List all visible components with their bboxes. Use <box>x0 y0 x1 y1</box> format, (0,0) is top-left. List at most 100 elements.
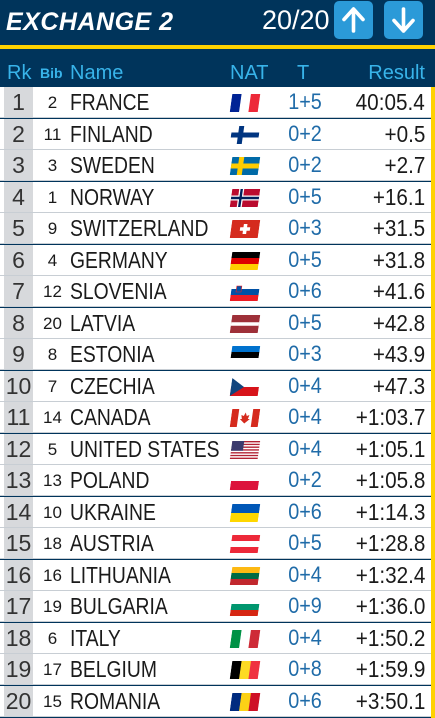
rank-cell: 1 <box>4 87 33 117</box>
column-header-t: T <box>297 62 310 84</box>
flag-icon <box>229 535 261 553</box>
flag-icon <box>229 283 261 301</box>
page-down-button[interactable] <box>384 1 423 39</box>
result-cell: +1:05.8 <box>355 467 425 493</box>
country-name: ITALY <box>70 624 121 651</box>
result-cell: +1:14.3 <box>355 498 425 525</box>
rank-cell: 6 <box>4 244 33 275</box>
flag-icon <box>229 94 261 112</box>
bib-cell: 19 <box>43 597 62 616</box>
penalty-cell: 0+4 <box>288 404 322 429</box>
rank-cell: 4 <box>4 181 33 212</box>
country-name: AUSTRIA <box>70 530 154 556</box>
bib-cell: 6 <box>47 628 58 648</box>
flag-icon <box>229 692 261 711</box>
country-name: FINLAND <box>70 120 153 147</box>
table-row: 13 13 POLAND 0+2 +1:05.8 <box>0 465 431 496</box>
table-row: 10 7 CZECHIA 0+4 +47.3 <box>0 370 431 402</box>
result-cell: +1:36.0 <box>355 593 425 619</box>
table-row: 2 11 FINLAND 0+2 +0.5 <box>0 118 431 150</box>
table-row: 1 2 FRANCE 1+5 40:05.4 <box>0 87 431 118</box>
accent-side-bar <box>431 87 435 718</box>
flag-icon <box>229 503 261 522</box>
bib-cell: 3 <box>47 156 58 175</box>
page-up-button[interactable] <box>334 1 373 39</box>
country-name: FRANCE <box>70 89 150 115</box>
rank-cell: 5 <box>4 213 33 243</box>
country-name: UNITED STATES <box>70 435 220 462</box>
table-row: 3 3 SWEDEN 0+2 +2.7 <box>0 150 431 181</box>
penalty-cell: 0+5 <box>288 183 322 209</box>
penalty-cell: 0+3 <box>288 215 322 240</box>
country-name: NORWAY <box>70 183 155 210</box>
table-row: 19 17 BELGIUM 0+8 +1:59.9 <box>0 654 431 685</box>
penalty-cell: 0+3 <box>288 341 322 366</box>
country-name: BULGARIA <box>70 593 168 619</box>
penalty-cell: 0+5 <box>288 246 322 272</box>
country-name: SWITZERLAND <box>70 215 209 241</box>
table-row: 15 18 AUSTRIA 0+5 +1:28.8 <box>0 528 431 559</box>
flag-icon <box>229 346 261 364</box>
rank-cell: 12 <box>4 433 33 464</box>
column-headers: Rk Bib Name NAT T Result <box>0 60 435 86</box>
result-cell: +1:28.8 <box>355 530 425 556</box>
flag-icon <box>229 566 261 585</box>
rank-cell: 11 <box>4 402 33 432</box>
bib-cell: 12 <box>43 282 62 301</box>
result-cell: 40:05.4 <box>355 89 425 115</box>
penalty-cell: 0+4 <box>288 372 322 398</box>
penalty-cell: 1+5 <box>288 89 322 114</box>
table-row: 9 8 ESTONIA 0+3 +43.9 <box>0 339 431 370</box>
table-row: 7 12 SLOVENIA 0+6 +41.6 <box>0 276 431 307</box>
country-name: ESTONIA <box>70 341 155 367</box>
table-row: 17 19 BULGARIA 0+9 +1:36.0 <box>0 591 431 622</box>
flag-icon <box>229 472 261 490</box>
result-cell: +0.5 <box>384 120 425 147</box>
bib-cell: 14 <box>43 408 62 427</box>
rank-cell: 15 <box>4 528 33 558</box>
flag-icon <box>229 188 261 207</box>
country-name: UKRAINE <box>70 498 156 525</box>
table-row: 12 5 UNITED STATES 0+4 +1:05.1 <box>0 433 431 465</box>
rank-cell: 2 <box>4 118 33 149</box>
penalty-cell: 0+9 <box>288 593 322 618</box>
penalty-cell: 0+2 <box>288 467 322 492</box>
penalty-cell: 0+4 <box>288 561 322 587</box>
table-row: 8 20 LATVIA 0+5 +42.8 <box>0 307 431 339</box>
column-header-rank: Rk <box>7 62 32 84</box>
flag-icon <box>229 157 261 175</box>
result-cell: +1:32.4 <box>355 561 425 588</box>
result-cell: +1:03.7 <box>355 404 425 430</box>
rank-cell: 13 <box>4 465 33 495</box>
result-cell: +31.8 <box>372 246 425 273</box>
column-header-nat: NAT <box>230 62 269 84</box>
column-header-name: Name <box>70 62 124 84</box>
rank-cell: 7 <box>4 276 33 306</box>
page-counter: 20/20 <box>262 5 330 35</box>
result-cell: +31.5 <box>372 215 425 241</box>
penalty-cell: 0+5 <box>288 309 322 335</box>
country-name: LATVIA <box>70 309 136 336</box>
header: EXCHANGE 2 20/20 <box>0 0 435 60</box>
result-cell: +1:50.2 <box>355 624 425 651</box>
bib-cell: 7 <box>47 376 58 396</box>
bib-cell: 20 <box>43 313 62 333</box>
rank-cell: 9 <box>4 339 33 369</box>
country-name: BELGIUM <box>70 656 157 682</box>
arrow-up-icon <box>342 7 365 33</box>
penalty-cell: 0+4 <box>288 435 322 461</box>
flag-icon <box>229 377 261 396</box>
country-name: SWEDEN <box>70 152 155 178</box>
bib-cell: 18 <box>43 534 62 553</box>
rank-cell: 18 <box>4 622 33 653</box>
column-header-result: Result <box>368 62 425 84</box>
rank-cell: 10 <box>4 370 33 401</box>
penalty-cell: 0+4 <box>288 624 322 650</box>
penalty-cell: 0+6 <box>288 687 322 713</box>
bib-cell: 11 <box>43 124 62 144</box>
rank-cell: 3 <box>4 150 33 180</box>
result-cell: +1:05.1 <box>355 435 425 462</box>
flag-icon <box>229 251 261 270</box>
table-row: 14 10 UKRAINE 0+6 +1:14.3 <box>0 496 431 528</box>
